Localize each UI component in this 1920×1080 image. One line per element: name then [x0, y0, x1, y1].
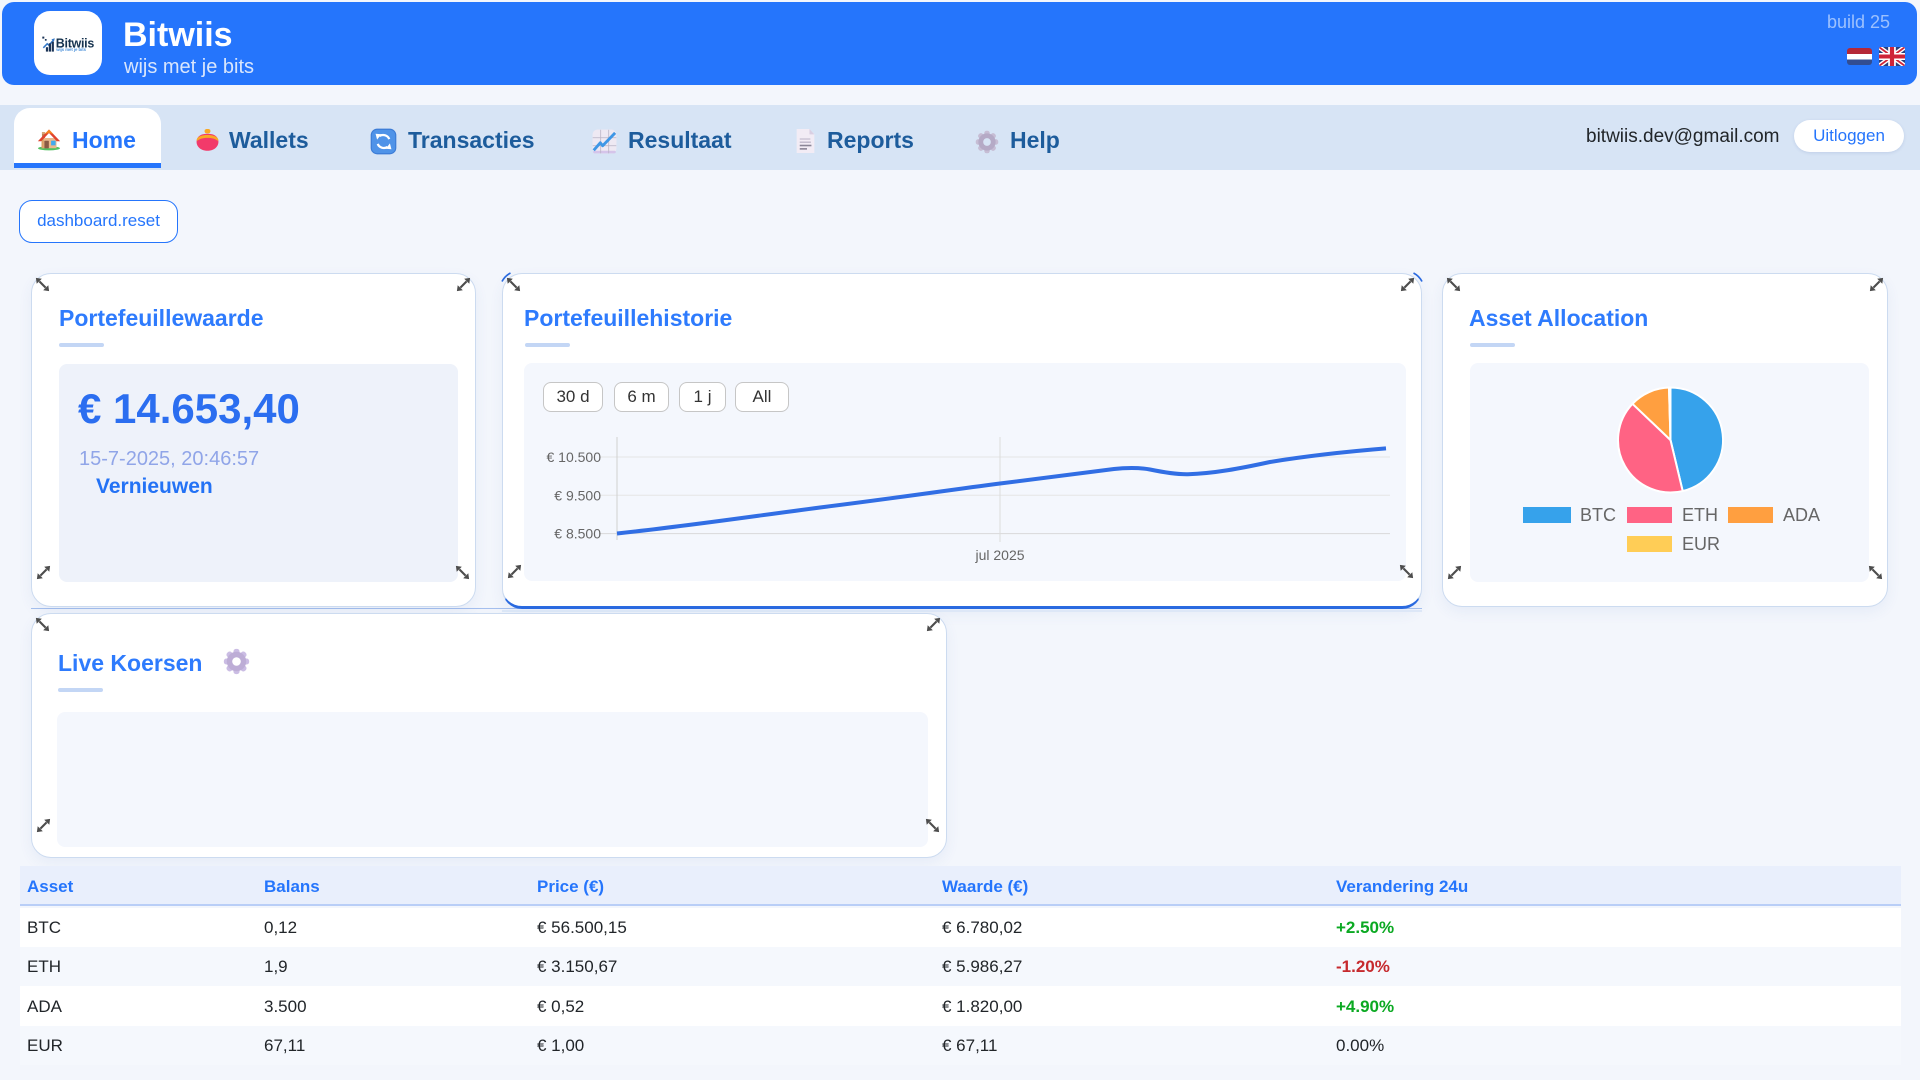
svg-text:wijs met je bits: wijs met je bits: [55, 47, 86, 52]
svg-text:€ 8.500: € 8.500: [554, 526, 601, 542]
svg-text:BTC: BTC: [1580, 505, 1616, 525]
svg-text:ADA: ADA: [1783, 505, 1820, 525]
svg-text:€ 10.500: € 10.500: [547, 449, 602, 465]
svg-text:jul 2025: jul 2025: [974, 547, 1024, 563]
svg-text:ETH: ETH: [1682, 505, 1718, 525]
svg-text:Bitwiis: Bitwiis: [56, 36, 95, 50]
svg-text:€ 9.500: € 9.500: [554, 487, 601, 503]
svg-text:EUR: EUR: [1682, 534, 1720, 554]
